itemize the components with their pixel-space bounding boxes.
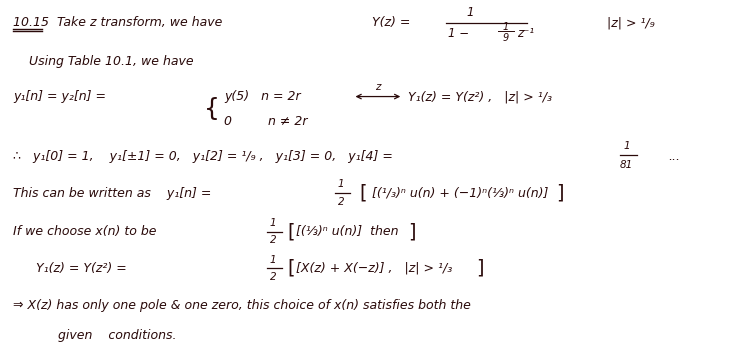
Text: 1 −: 1 − — [448, 27, 469, 40]
Text: ∴   y₁[0] = 1,    y₁[±1] = 0,   y₁[2] = ¹/₉ ,   y₁[3] = 0,   y₁[4] =: ∴ y₁[0] = 1, y₁[±1] = 0, y₁[2] = ¹/₉ , y… — [13, 150, 393, 163]
Text: Using Table 10.1, we have: Using Table 10.1, we have — [29, 55, 194, 68]
Text: y(5)   n = 2r: y(5) n = 2r — [224, 90, 301, 103]
Text: [: [ — [287, 222, 295, 241]
Text: 1: 1 — [338, 179, 344, 189]
Text: 0         n ≠ 2r: 0 n ≠ 2r — [224, 115, 307, 127]
Text: {: { — [204, 97, 220, 121]
Text: ⇒ X(z) has only one pole & one zero, this choice of x(n) satisfies both the: ⇒ X(z) has only one pole & one zero, thi… — [13, 299, 471, 312]
Text: z⁻¹: z⁻¹ — [517, 27, 534, 40]
Text: If we choose x(n) to be: If we choose x(n) to be — [13, 225, 157, 238]
Text: ]: ] — [408, 222, 416, 241]
Text: 2: 2 — [270, 272, 276, 282]
Text: 2: 2 — [338, 197, 344, 207]
Text: [: [ — [360, 184, 367, 203]
Text: 2: 2 — [270, 236, 276, 245]
Text: [(⅓)ⁿ u(n)]  then: [(⅓)ⁿ u(n)] then — [296, 225, 399, 238]
Text: [X(z) + X(−z)] ,   |z| > ¹/₃: [X(z) + X(−z)] , |z| > ¹/₃ — [296, 262, 453, 275]
Text: 10.15  Take z transform, we have: 10.15 Take z transform, we have — [13, 16, 223, 29]
Text: given    conditions.: given conditions. — [58, 329, 176, 342]
Text: z: z — [375, 82, 380, 92]
Text: y₁[n] = y₂[n] =: y₁[n] = y₂[n] = — [13, 90, 106, 103]
Text: 1: 1 — [502, 22, 509, 32]
Text: Y(z) =: Y(z) = — [372, 16, 411, 29]
Text: 1: 1 — [623, 141, 629, 151]
Text: This can be written as    y₁[n] =: This can be written as y₁[n] = — [13, 187, 212, 199]
Text: 81: 81 — [620, 160, 633, 170]
Text: [: [ — [287, 259, 295, 278]
Text: 1: 1 — [270, 255, 276, 265]
Text: Y₁(z) = Y(z²) ,   |z| > ¹/₃: Y₁(z) = Y(z²) , |z| > ¹/₃ — [408, 90, 552, 103]
Text: 9: 9 — [502, 33, 509, 43]
Text: 1: 1 — [466, 6, 473, 19]
Text: Y₁(z) = Y(z²) =: Y₁(z) = Y(z²) = — [36, 262, 127, 275]
Text: [(¹/₃)ⁿ u(n) + (−1)ⁿ(⅓)ⁿ u(n)]: [(¹/₃)ⁿ u(n) + (−1)ⁿ(⅓)ⁿ u(n)] — [372, 187, 548, 199]
Text: 1: 1 — [270, 218, 276, 228]
Text: ]: ] — [477, 259, 484, 278]
Text: |z| > ¹/₉: |z| > ¹/₉ — [607, 16, 654, 29]
Text: ...: ... — [668, 150, 680, 163]
Text: ]: ] — [556, 184, 564, 203]
